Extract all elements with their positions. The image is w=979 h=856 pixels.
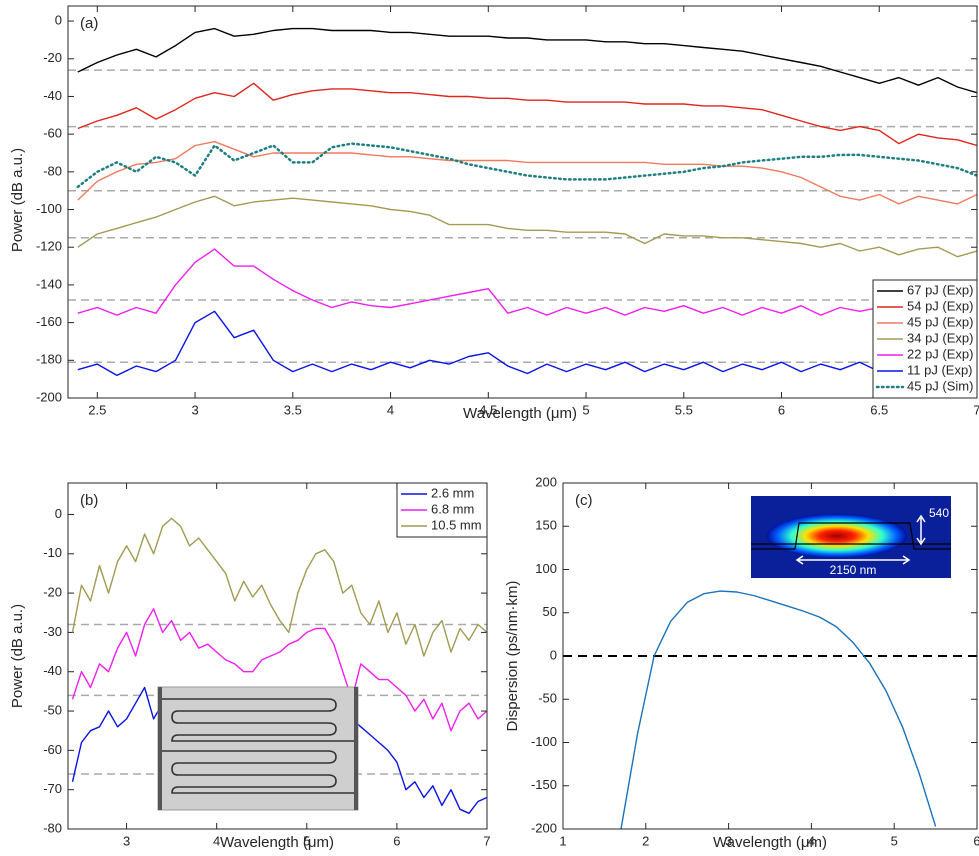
series-line [77,195,977,258]
plot-clip [563,590,977,829]
inset-label: 2150 nm [830,563,877,577]
y-tick-label: -30 [43,624,62,639]
inset-label: 540 nm [929,506,969,520]
micrograph-edge [354,687,358,810]
y-tick-label: -140 [36,276,62,291]
x-tick-label: 6 [973,833,979,848]
x-tick-label: 2 [642,833,649,848]
x-axis-label: Wavelength (μm) [713,834,827,851]
panel-label: (a) [80,15,98,32]
x-tick-label: 3 [123,833,130,848]
x-tick-label: 2.5 [88,402,106,417]
y-tick-label: -180 [36,352,62,367]
y-tick-label: 50 [543,604,557,619]
y-axis-label: Dispersion (ps/nm·km) [504,581,521,732]
x-tick-label: 6.5 [870,402,888,417]
x-tick-label: 3.5 [284,402,302,417]
y-tick-label: -20 [43,50,62,65]
plot-frame [67,482,488,830]
legend-label: 2.6 mm [431,485,474,500]
y-tick-label: 150 [535,518,557,533]
panel-label: (c) [575,492,593,509]
y-tick-label: -40 [43,663,62,678]
x-tick-label: 3 [725,833,732,848]
x-axis-label: Wavelength (μm) [463,405,577,422]
y-axis-label: Power (dB a.u.) [9,148,26,252]
plot-frame [67,5,978,399]
x-tick-label: 4 [213,833,220,848]
x-tick-label: 3 [191,402,198,417]
y-tick-label: 100 [535,561,557,576]
x-tick-label: 4 [387,402,394,417]
plot-clip [68,27,977,377]
x-tick-label: 5 [582,402,589,417]
y-tick-label: -70 [43,781,62,796]
y-tick-label: -160 [36,314,62,329]
legend-label: 34 pJ (Exp) [907,330,973,345]
y-tick-label: -200 [531,820,557,835]
series-line [77,310,977,377]
x-tick-label: 5.5 [675,402,693,417]
micrograph [157,686,359,811]
x-tick-label: 7 [483,833,490,848]
y-tick-label: 200 [535,474,557,489]
legend-label: 45 pJ (Sim) [907,378,973,393]
y-tick-label: 0 [55,13,62,28]
x-tick-label: 6 [393,833,400,848]
x-tick-label: 4.5 [479,402,497,417]
legend-label: 45 pJ (Exp) [907,314,973,329]
x-tick-label: 5 [303,833,310,848]
x-tick-label: 1 [559,833,566,848]
y-tick-label: -100 [531,734,557,749]
x-tick-label: 4 [808,833,815,848]
y-tick-label: -80 [43,163,62,178]
height-arrow [916,514,926,546]
x-axis-label: Wavelength (μm) [220,834,334,851]
y-tick-label: -50 [43,702,62,717]
x-tick-label: 6 [778,402,785,417]
series-line [76,142,977,189]
y-tick-label: -20 [43,585,62,600]
y-tick-label: -80 [43,820,62,835]
y-tick-label: -50 [538,691,557,706]
y-tick-label: -120 [36,239,62,254]
legend-label: 6.8 mm [431,501,474,516]
series-line [77,27,977,94]
waveguide-trace [162,698,354,794]
micrograph-edge [158,687,162,810]
legend-label: 22 pJ (Exp) [907,346,973,361]
y-tick-label: -150 [531,777,557,792]
panel-label: (b) [80,492,98,509]
y-tick-label: 0 [550,647,557,662]
series-line [77,82,977,147]
y-tick-label: -40 [43,88,62,103]
series-line [71,608,487,732]
waveguide-outline [751,522,951,550]
y-tick-label: -60 [43,126,62,141]
series-line [77,248,977,316]
y-tick-label: -200 [36,389,62,404]
series-line [77,141,977,205]
series-line [620,590,937,829]
legend-label: 67 pJ (Exp) [907,282,973,297]
x-tick-label: 7 [973,402,979,417]
legend-label: 54 pJ (Exp) [907,298,973,313]
series-line [71,517,487,657]
legend-label: 10.5 mm [431,517,482,532]
y-tick-label: -10 [43,545,62,560]
y-tick-label: -60 [43,742,62,757]
y-tick-label: -100 [36,201,62,216]
y-axis-label: Power (dB a.u.) [9,604,26,708]
plot-area [68,6,977,398]
x-tick-label: 5 [891,833,898,848]
width-arrow [795,555,911,565]
y-tick-label: 0 [55,506,62,521]
plot-frame [562,482,978,830]
legend-label: 11 pJ (Exp) [907,362,973,377]
mode-profile [767,514,907,558]
